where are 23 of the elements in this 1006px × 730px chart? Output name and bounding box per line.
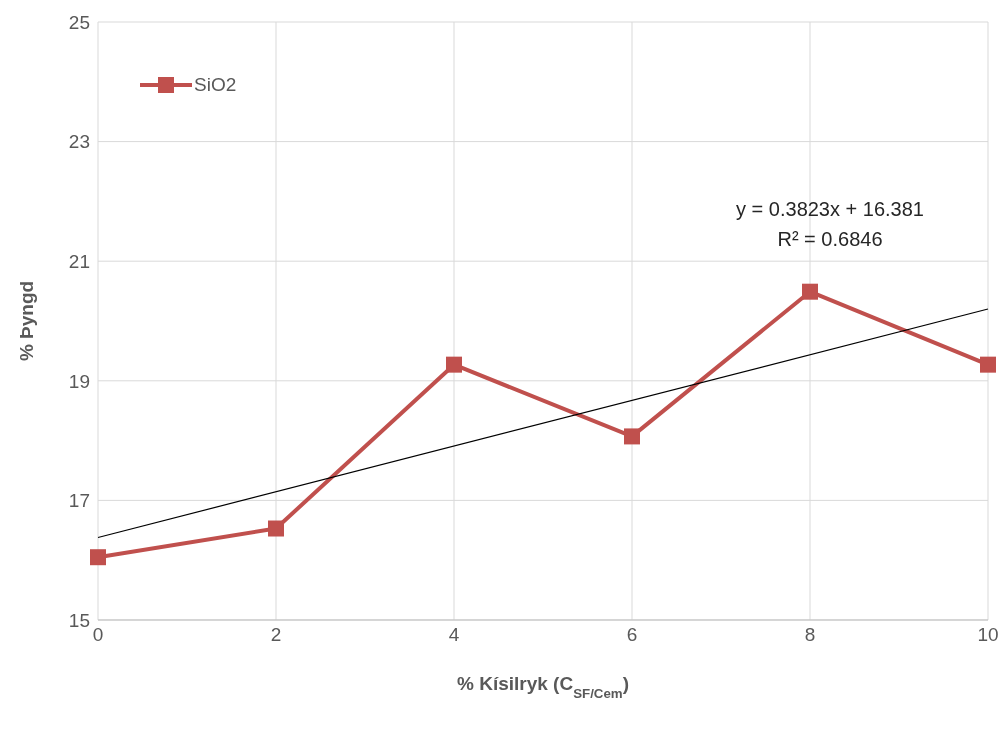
x-tick-label: 4 bbox=[448, 624, 460, 646]
y-tick-label: 15 bbox=[68, 609, 90, 631]
annotation: y = 0.3823x + 16.381 bbox=[735, 197, 925, 222]
point bbox=[268, 520, 284, 537]
point bbox=[446, 356, 462, 373]
point bbox=[802, 283, 818, 300]
x-tick-label: 8 bbox=[804, 624, 816, 646]
legend-label: SiO2 bbox=[194, 74, 237, 96]
x-tick-label: 2 bbox=[270, 624, 282, 646]
y-tick-label: 25 bbox=[68, 11, 90, 33]
x-tick-label: 10 bbox=[977, 624, 999, 646]
x-tick-label: 6 bbox=[626, 624, 638, 646]
y-tick-label: 23 bbox=[68, 131, 90, 153]
point bbox=[90, 549, 106, 566]
x-axis-title: % Kísilryk (C$_{SF/Cem}$) bbox=[457, 673, 629, 701]
x-tick-label: 0 bbox=[92, 624, 104, 646]
y-tick-label: 17 bbox=[68, 490, 90, 512]
y-tick-label: 19 bbox=[68, 370, 90, 392]
y-tick-label: 21 bbox=[68, 250, 90, 272]
annotation: R² = 0.6846 bbox=[776, 227, 884, 252]
y-axis-title: % Þyngd bbox=[15, 280, 37, 362]
point bbox=[980, 356, 996, 373]
point bbox=[624, 428, 640, 445]
